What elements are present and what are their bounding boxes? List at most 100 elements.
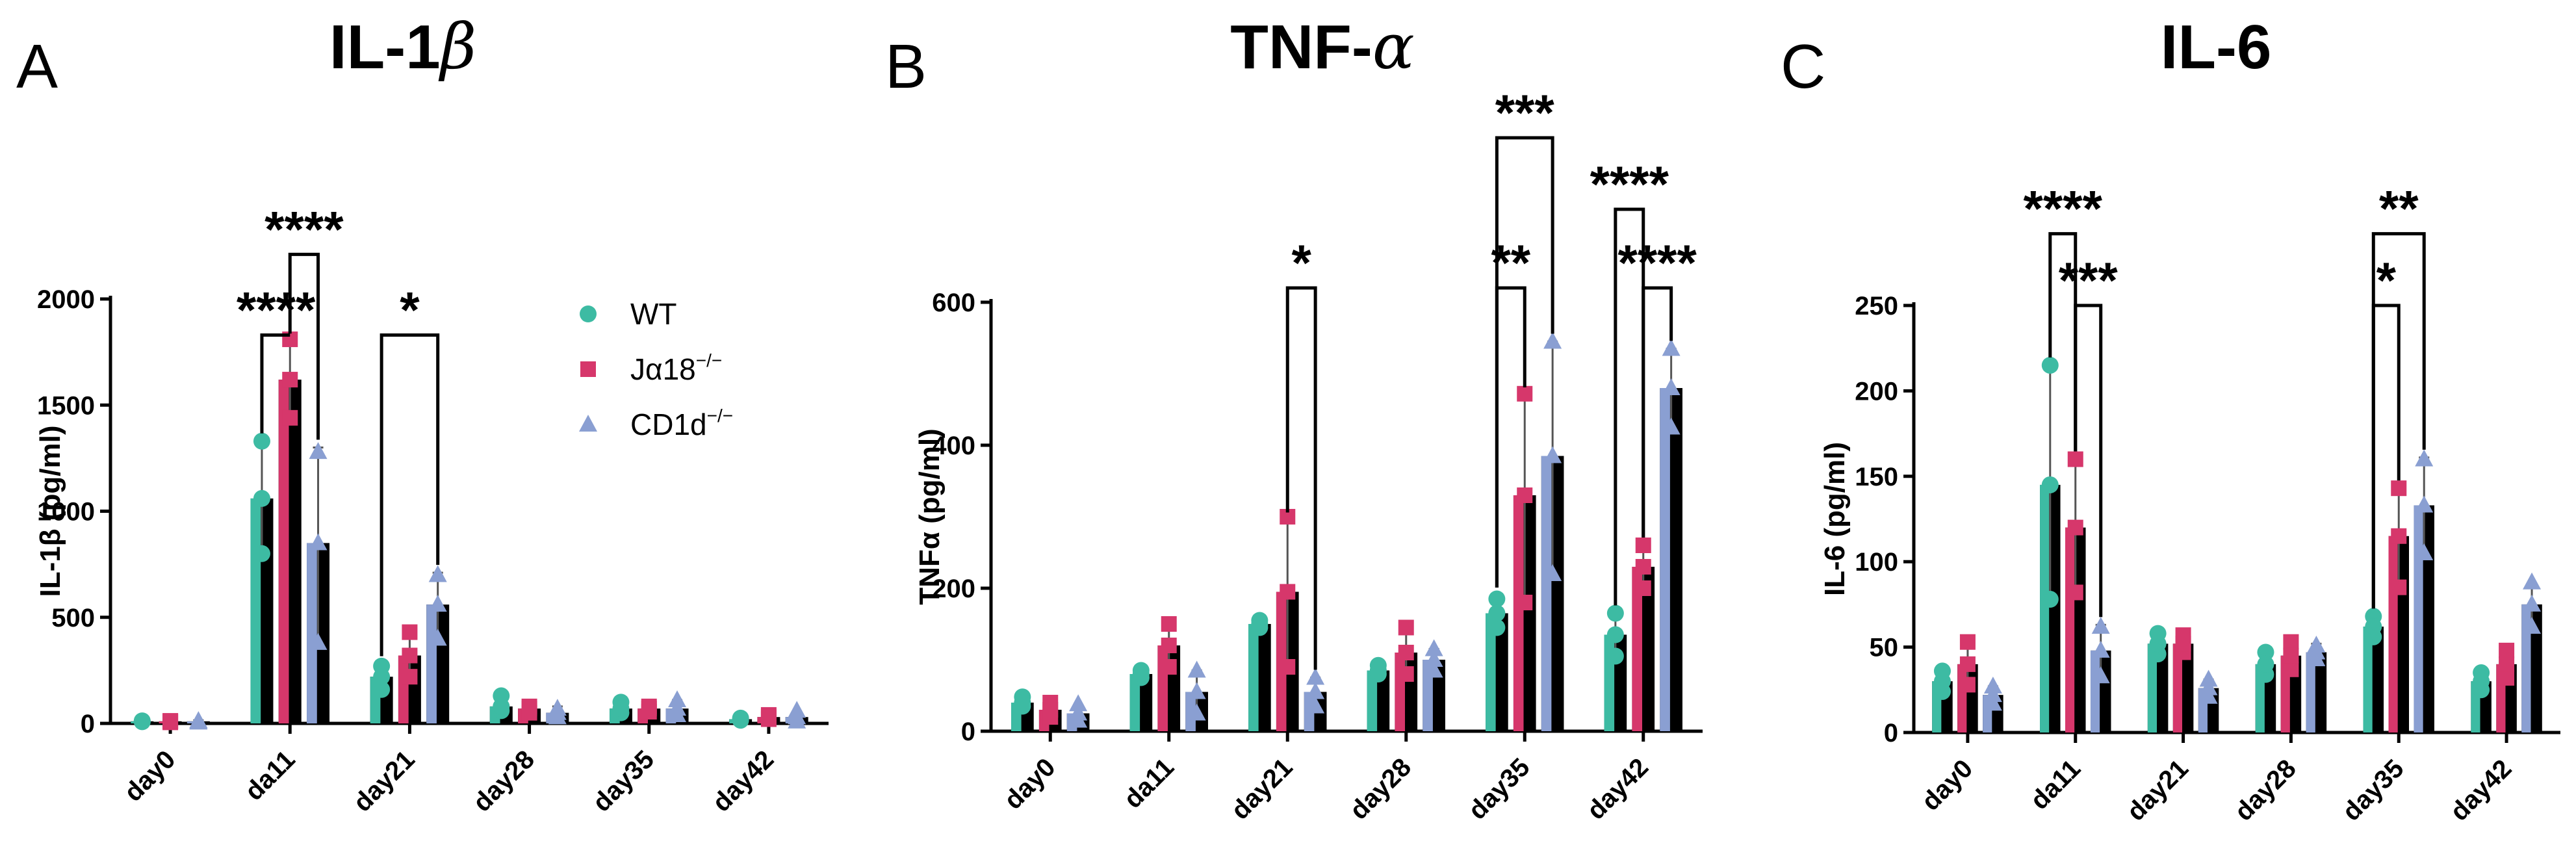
legend-item: CD1d−/−	[579, 406, 733, 441]
chart-title: IL-1β	[329, 10, 476, 83]
x-tick-label: day35	[2337, 754, 2409, 826]
bar-group	[1513, 385, 1536, 731]
data-point	[2199, 669, 2218, 687]
bar-group	[1157, 616, 1181, 731]
data-point	[253, 545, 270, 562]
significance-label: *	[2376, 252, 2397, 309]
chart-title: IL-6	[2161, 12, 2272, 82]
data-point	[1933, 673, 1951, 690]
data-point	[668, 690, 687, 708]
x-tick-label: day28	[468, 745, 540, 817]
bar-group	[1185, 660, 1208, 731]
bar-group	[250, 432, 274, 723]
x-tick-label: day21	[1226, 753, 1298, 825]
bar-color-stripe	[187, 721, 198, 723]
data-point	[521, 701, 537, 717]
data-point	[668, 699, 687, 716]
y-tick-label: 0	[81, 710, 95, 738]
data-point	[428, 629, 447, 646]
bar-group	[187, 711, 210, 730]
significance-bracket: *	[380, 281, 440, 656]
bar-group	[2198, 669, 2219, 733]
bar-group	[1276, 509, 1299, 731]
y-tick-label: 200	[1855, 377, 1898, 406]
x-tick-label: day42	[1582, 753, 1654, 825]
bar-group	[546, 699, 569, 725]
significance-bracket: ****	[1590, 155, 1669, 606]
bar-group	[307, 442, 330, 723]
data-point	[402, 624, 418, 640]
data-point	[493, 697, 510, 715]
bar-group	[1304, 668, 1327, 731]
data-point	[282, 372, 298, 388]
bar-group	[1957, 634, 1978, 733]
legend-marker	[580, 305, 597, 322]
data-point	[1398, 666, 1414, 682]
data-point	[1543, 446, 1562, 463]
bar-group	[1660, 339, 1682, 731]
bar-color-stripe	[1129, 674, 1140, 731]
data-point	[1280, 659, 1296, 675]
data-point	[2091, 640, 2110, 658]
data-point	[2257, 655, 2274, 673]
data-point	[2391, 528, 2407, 544]
bar-group	[2280, 634, 2302, 733]
bar-color-stripe	[1660, 388, 1670, 731]
bar-color-stripe	[1185, 692, 1196, 731]
significance-label: ****	[237, 281, 316, 339]
bar-group	[1011, 688, 1034, 731]
bar-group	[131, 712, 154, 731]
bar-color-stripe	[307, 543, 317, 723]
data-point	[1488, 590, 1506, 608]
significance-bracket: ****	[264, 200, 344, 440]
data-point	[2523, 617, 2542, 634]
bar-group	[2065, 451, 2086, 733]
chart-panel-B: B TNF-α 0 200 400 600 TNFα (pg/ml) day0 da11 day2…	[885, 10, 1703, 825]
data-point	[2415, 543, 2434, 561]
data-point	[1606, 626, 1624, 643]
data-point	[641, 701, 657, 717]
x-tick-label: day35	[1463, 753, 1535, 825]
bar-group	[1983, 677, 2003, 733]
bar-color-stripe	[1513, 495, 1524, 731]
y-tick-label: 200	[932, 575, 975, 603]
data-point	[1306, 682, 1325, 699]
bracket-line	[1495, 136, 1554, 588]
x-tick-label: day0	[1916, 754, 1979, 816]
bar-color-stripe	[1632, 567, 1643, 731]
data-point	[402, 647, 418, 664]
legend-label: Jα18−/−	[630, 350, 722, 386]
significance-bracket: ****	[1617, 234, 1697, 538]
data-point	[1983, 677, 2002, 694]
data-point	[1983, 685, 2002, 703]
data-point	[2473, 673, 2490, 690]
bar-group	[638, 698, 661, 723]
data-point	[1161, 616, 1177, 632]
data-point	[2283, 634, 2299, 650]
data-point	[2499, 642, 2515, 658]
data-point	[309, 632, 328, 650]
data-point	[373, 681, 391, 698]
data-point	[1187, 703, 1206, 721]
significance-bracket: **	[2371, 180, 2426, 609]
legend-label: WT	[630, 297, 677, 331]
significance-label: **	[2379, 180, 2419, 237]
significance-label: *	[1292, 234, 1312, 291]
y-axis-label: IL-1β (pg/ml)	[34, 426, 66, 597]
bar-group	[2255, 643, 2276, 733]
data-point	[309, 442, 328, 460]
data-point	[1517, 385, 1533, 402]
chart-panel-A: A IL-1β 0 500 1000 1500 2000 IL-1β (pg/ml) day0 d…	[16, 10, 829, 818]
bar-color-stripe	[1395, 653, 1406, 731]
data-point	[1543, 564, 1562, 581]
y-tick-label: 2000	[37, 285, 95, 314]
data-point	[1424, 650, 1443, 667]
data-point	[2091, 617, 2110, 634]
bar-group	[426, 565, 450, 723]
legend-marker	[580, 361, 596, 377]
bar-color-stripe	[426, 604, 437, 723]
significance-bracket: ***	[2059, 252, 2118, 617]
legend-item: Jα18−/−	[580, 350, 722, 386]
bar-group	[2414, 449, 2434, 733]
bar-group	[1486, 590, 1508, 731]
